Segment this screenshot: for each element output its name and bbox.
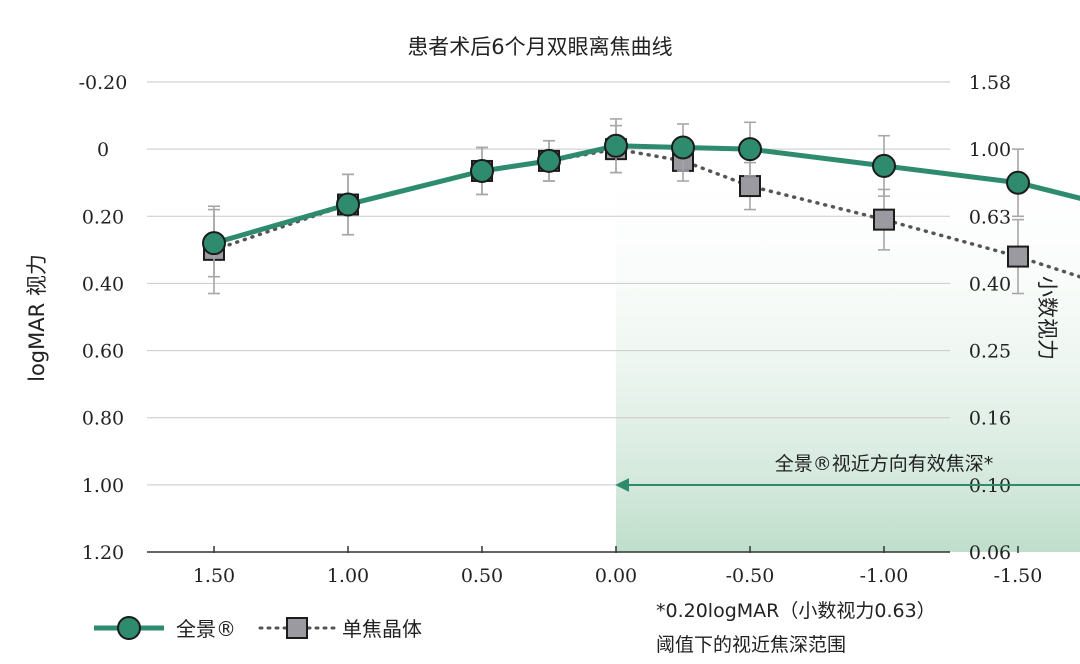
footnote-line-1: *0.20logMAR（小数视力0.63） <box>656 600 936 622</box>
data-point-monofocal <box>1007 245 1029 268</box>
depth-annotation-label: 全景®视近方向有效焦深* <box>775 453 994 475</box>
data-point-monofocal <box>873 208 895 231</box>
x-tick-label: 1.00 <box>327 565 369 587</box>
x-tick-label: 1.50 <box>193 565 235 587</box>
x-tick-label: -0.50 <box>726 565 775 587</box>
series-panorama <box>202 118 1080 278</box>
y-tick-label-right: 1.00 <box>969 139 1011 161</box>
data-point-monofocal <box>739 175 761 198</box>
data-point-panorama <box>604 133 628 158</box>
x-tick-label: 0.00 <box>595 565 637 587</box>
y-tick-label-right: 0.25 <box>969 341 1011 363</box>
y-axis-left-title: logMAR 视力 <box>25 254 49 382</box>
data-point-panorama <box>470 158 494 183</box>
data-point-panorama <box>1006 170 1030 195</box>
legend-marker-monofocal <box>286 617 308 639</box>
y-tick-label-left: 0.60 <box>82 341 124 363</box>
data-point-panorama <box>872 153 896 178</box>
chart-title: 患者术后6个月双眼离焦曲线 <box>407 35 672 59</box>
y-tick-label-left: 1.20 <box>82 542 124 564</box>
y-tick-label-left: 0.20 <box>82 206 124 228</box>
y-axis-right-ticks: 1.581.000.630.400.250.160.100.06 <box>969 72 1011 564</box>
y-tick-label-left: 0.80 <box>82 408 124 430</box>
legend: 全景® 单焦晶体 <box>94 616 422 641</box>
legend-marker-panorama <box>117 616 141 640</box>
x-tick-label: 0.50 <box>461 565 503 587</box>
y-axis-right-title: 小数视力 <box>1035 276 1059 360</box>
data-point-panorama <box>336 192 360 217</box>
y-tick-label-right: 0.63 <box>969 206 1011 228</box>
y-tick-label-right: 0.16 <box>969 408 1011 430</box>
x-tick-label: -1.50 <box>994 565 1043 587</box>
y-tick-label-right: 0.40 <box>969 273 1011 295</box>
legend-label-panorama: 全景® <box>176 617 236 641</box>
y-tick-label-left: 0.40 <box>82 273 124 295</box>
footnote-line-2: 阈值下的视近焦深范围 <box>656 634 846 656</box>
y-axis-left-ticks: -0.20 0 0.20 0.40 0.60 0.80 1.00 1.20 <box>79 72 128 564</box>
x-tick-label: -1.00 <box>860 565 909 587</box>
legend-label-monofocal: 单焦晶体 <box>342 617 422 641</box>
x-axis: 1.501.000.500.00-0.50-1.00-1.50-2.00-2.5… <box>147 546 1043 587</box>
y-tick-label-left: 1.00 <box>82 475 124 497</box>
data-point-panorama <box>738 137 762 162</box>
y-tick-label-right: 0.06 <box>969 542 1011 564</box>
y-tick-label-left: 0 <box>97 139 109 161</box>
y-tick-label-left: -0.20 <box>79 72 128 94</box>
data-point-panorama <box>537 148 561 173</box>
y-tick-label-right: 1.58 <box>969 72 1011 94</box>
data-point-panorama <box>202 231 226 256</box>
data-point-panorama <box>671 135 695 160</box>
